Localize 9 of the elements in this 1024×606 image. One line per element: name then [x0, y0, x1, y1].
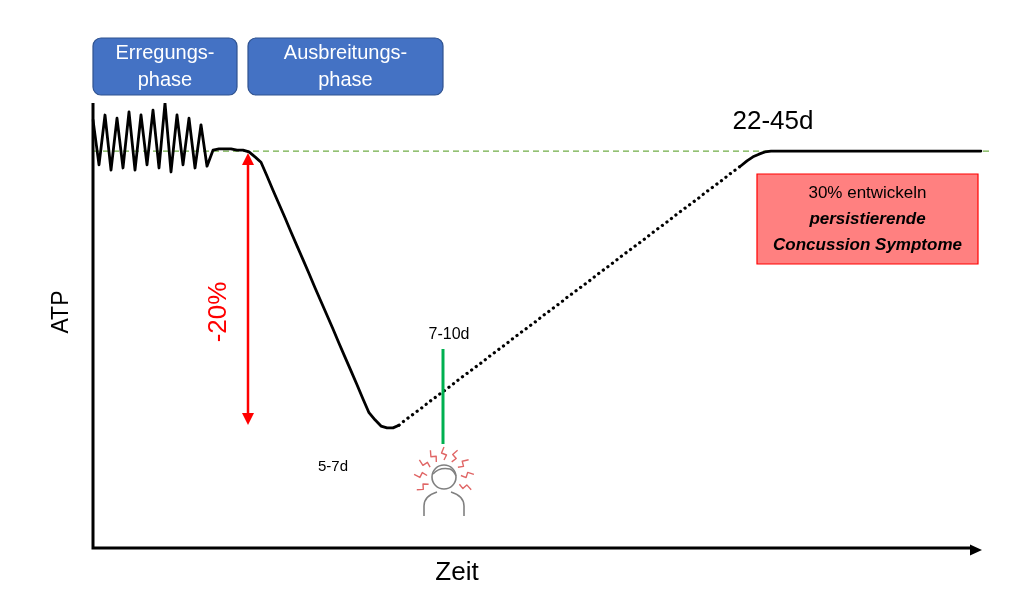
annotation: 5-7d [317, 457, 349, 475]
annotation: 30% entwickeln persistierende Concussion Symptome [773, 182, 962, 254]
annotation: 22-45d [732, 105, 814, 136]
annotation: 7-10d [428, 325, 470, 343]
y-axis-title: ATP [47, 290, 74, 334]
text: Ausbreitungs- phase [283, 40, 408, 90]
x-axis-title: Zeit [435, 556, 480, 587]
annotation: -20% [202, 281, 233, 343]
text: Erregungs- phase [115, 40, 215, 90]
